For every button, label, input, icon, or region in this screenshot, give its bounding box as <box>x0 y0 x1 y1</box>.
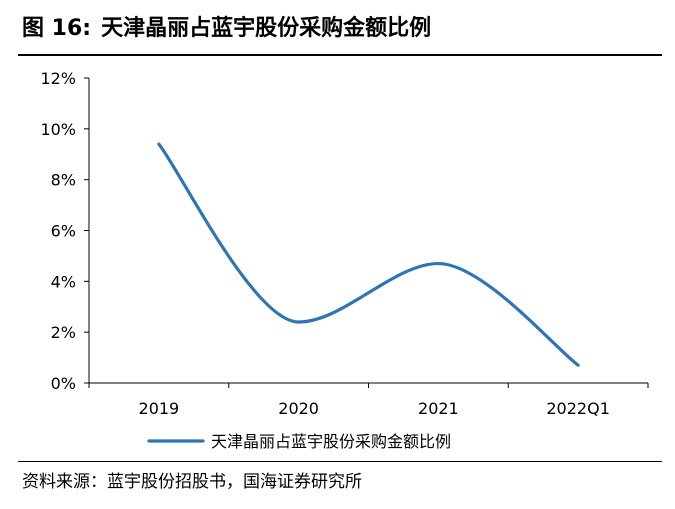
y-tick-label: 10% <box>40 120 76 139</box>
x-axis: 2019 2020 2021 2022Q1 <box>88 382 649 418</box>
legend: 天津晶丽占蓝宇股份采购金额比例 <box>147 432 451 451</box>
y-tick-label: 8% <box>51 171 76 190</box>
x-tick-label: 2021 <box>418 399 459 418</box>
y-tick-label: 12% <box>40 69 76 88</box>
series-group <box>157 142 580 367</box>
title-divider <box>18 54 662 56</box>
series-line <box>157 142 580 367</box>
figure-title: 天津晶丽占蓝宇股份采购金额比例 <box>101 16 432 41</box>
x-tick-label: 2019 <box>139 399 180 418</box>
figure-title-row: 图 16: 天津晶丽占蓝宇股份采购金额比例 <box>22 14 431 44</box>
source-note: 资料来源：蓝宇股份招股书，国海证券研究所 <box>22 472 362 492</box>
source-divider <box>18 461 662 462</box>
figure-label: 图 16: <box>22 16 92 41</box>
y-tick-label: 6% <box>51 222 76 241</box>
legend-label: 天津晶丽占蓝宇股份采购金额比例 <box>211 432 451 451</box>
y-tick-label: 2% <box>51 323 76 342</box>
y-tick-label: 0% <box>51 374 76 393</box>
x-tick-label: 2020 <box>278 399 319 418</box>
y-tick-label: 4% <box>51 272 76 291</box>
x-tick-label: 2022Q1 <box>546 399 610 418</box>
y-axis: 0% 2% 4% 6% 8% 10% 12% <box>40 69 90 393</box>
